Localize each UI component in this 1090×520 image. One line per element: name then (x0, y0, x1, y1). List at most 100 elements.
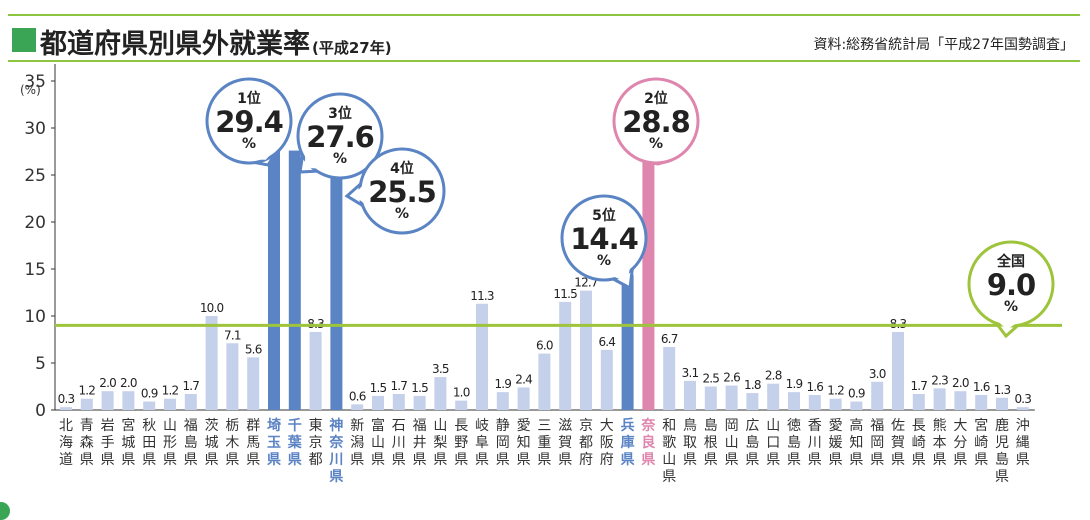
callout-tail-fill (304, 153, 319, 169)
callout-value: 25.5 (368, 175, 436, 209)
category-label-char: 岡 (725, 418, 739, 434)
bar-新潟県 (351, 404, 364, 410)
category-label-char: 馬 (246, 435, 260, 451)
value-label: 0.3 (58, 392, 75, 406)
category-label-char: 県 (621, 452, 635, 468)
bar-滋賀県 (559, 301, 572, 410)
value-label: 11.3 (470, 289, 494, 303)
value-label: 0.9 (848, 387, 865, 401)
category-label-char: 阪 (600, 435, 614, 451)
category-label-char: 川 (328, 452, 343, 468)
bar-千葉県 (288, 150, 301, 410)
y-tick-label: 0 (35, 401, 46, 421)
callout-unit: % (649, 136, 663, 152)
category-label-char: 長 (454, 418, 468, 434)
category-label-char: 県 (225, 452, 239, 468)
category-label-char: 岐 (475, 418, 489, 434)
category-label-char: 県 (662, 469, 676, 485)
bar-青森県 (80, 398, 93, 410)
value-label: 1.6 (973, 380, 990, 394)
category-label-char: 香 (808, 418, 822, 434)
callout-value: 14.4 (570, 222, 638, 256)
y-tick-label: 35 (24, 72, 46, 92)
category-label-char: 県 (704, 452, 718, 468)
bar-徳島県 (788, 392, 800, 410)
category-label-char: 熊 (933, 418, 947, 434)
category-label-char: 縄 (1016, 435, 1030, 451)
category-label-char: 長 (912, 418, 926, 434)
bar-福島県 (184, 394, 197, 410)
category-label-char: 本 (933, 435, 947, 451)
category-label-char: 県 (558, 452, 572, 468)
category-label-char: 大 (600, 418, 614, 434)
category-label-char: 北 (59, 418, 73, 434)
category-label-char: 東 (309, 418, 323, 434)
value-label: 6.4 (598, 335, 615, 349)
bar-愛媛県 (829, 398, 842, 410)
category-label-char: 田 (142, 435, 156, 451)
bar-京都府 (580, 290, 592, 410)
category-label-char: 県 (849, 452, 863, 468)
callout-rank: 4位 (390, 160, 414, 177)
category-label-char: 手 (101, 435, 115, 451)
category-label-char: 県 (392, 452, 406, 468)
bar-福井県 (413, 395, 426, 410)
category-label-char: 井 (413, 435, 427, 451)
value-label: 0.3 (1014, 392, 1031, 406)
category-label-char: 栃 (225, 418, 239, 434)
category-label-char: 口 (766, 435, 780, 451)
category-label-char: 県 (246, 452, 260, 468)
category-label-char: 県 (745, 452, 759, 468)
category-label-char: 島 (704, 418, 718, 434)
value-label: 10.0 (200, 301, 224, 315)
category-label-char: 宮 (974, 418, 988, 434)
category-label-char: 県 (725, 452, 739, 468)
category-label-char: 徳 (787, 418, 801, 434)
category-label-char: 海 (59, 435, 73, 451)
category-label-char: 県 (205, 452, 219, 468)
category-label-char: 賀 (558, 435, 572, 451)
category-label-char: 県 (891, 452, 905, 468)
category-label-char: 滋 (558, 418, 572, 434)
bar-岡山県 (725, 385, 738, 410)
bar-鳥取県 (684, 380, 696, 410)
category-label-char: 野 (454, 435, 468, 451)
bar-山形県 (164, 398, 176, 410)
category-label-char: 県 (142, 452, 156, 468)
category-label-char: 福 (413, 418, 427, 434)
bar-三重県 (538, 353, 551, 410)
category-label-char: 県 (288, 452, 302, 468)
bar-chart: (%) 0 5 10 15 20 25 30 35 0.3 北海道 1.2 青森県 2.0 岩手県 2.0 宮城… (20, 64, 1062, 485)
value-label: 1.2 (162, 384, 179, 398)
category-label-char: 県 (829, 452, 843, 468)
value-label: 1.8 (744, 378, 761, 392)
bar-東京都 (309, 331, 322, 410)
callout-bubble (560, 194, 648, 282)
category-label-char: 県 (953, 452, 967, 468)
value-label: 1.2 (827, 384, 844, 398)
category-label-char: 奈 (640, 417, 656, 434)
callout-rank: 1位 (237, 90, 261, 107)
value-label: 1.9 (786, 377, 803, 391)
bar-佐賀県 (892, 331, 904, 410)
value-label: 1.6 (806, 380, 823, 394)
category-label-char: 県 (808, 452, 822, 468)
bar-山梨県 (434, 377, 447, 410)
category-label-char: 山 (433, 418, 447, 434)
category-label-char: 県 (350, 452, 364, 468)
y-unit-label: (%) (20, 83, 41, 97)
callout-bubble (612, 77, 700, 165)
callout-unit: % (242, 136, 256, 152)
category-label-char: 取 (683, 435, 697, 451)
category-label-char: 山 (766, 418, 780, 434)
category-label-char: 岩 (101, 418, 115, 434)
bar-富山県 (372, 395, 384, 410)
bar-栃木県 (226, 343, 239, 410)
title-subtitle: (平成27年) (312, 39, 392, 57)
bar-島根県 (704, 386, 717, 410)
bar-和歌山県 (663, 347, 676, 410)
category-label-char: 梨 (433, 435, 447, 451)
category-label-char: 島 (184, 435, 198, 451)
category-label-char: 府 (579, 452, 593, 468)
bar-福岡県 (871, 381, 884, 410)
